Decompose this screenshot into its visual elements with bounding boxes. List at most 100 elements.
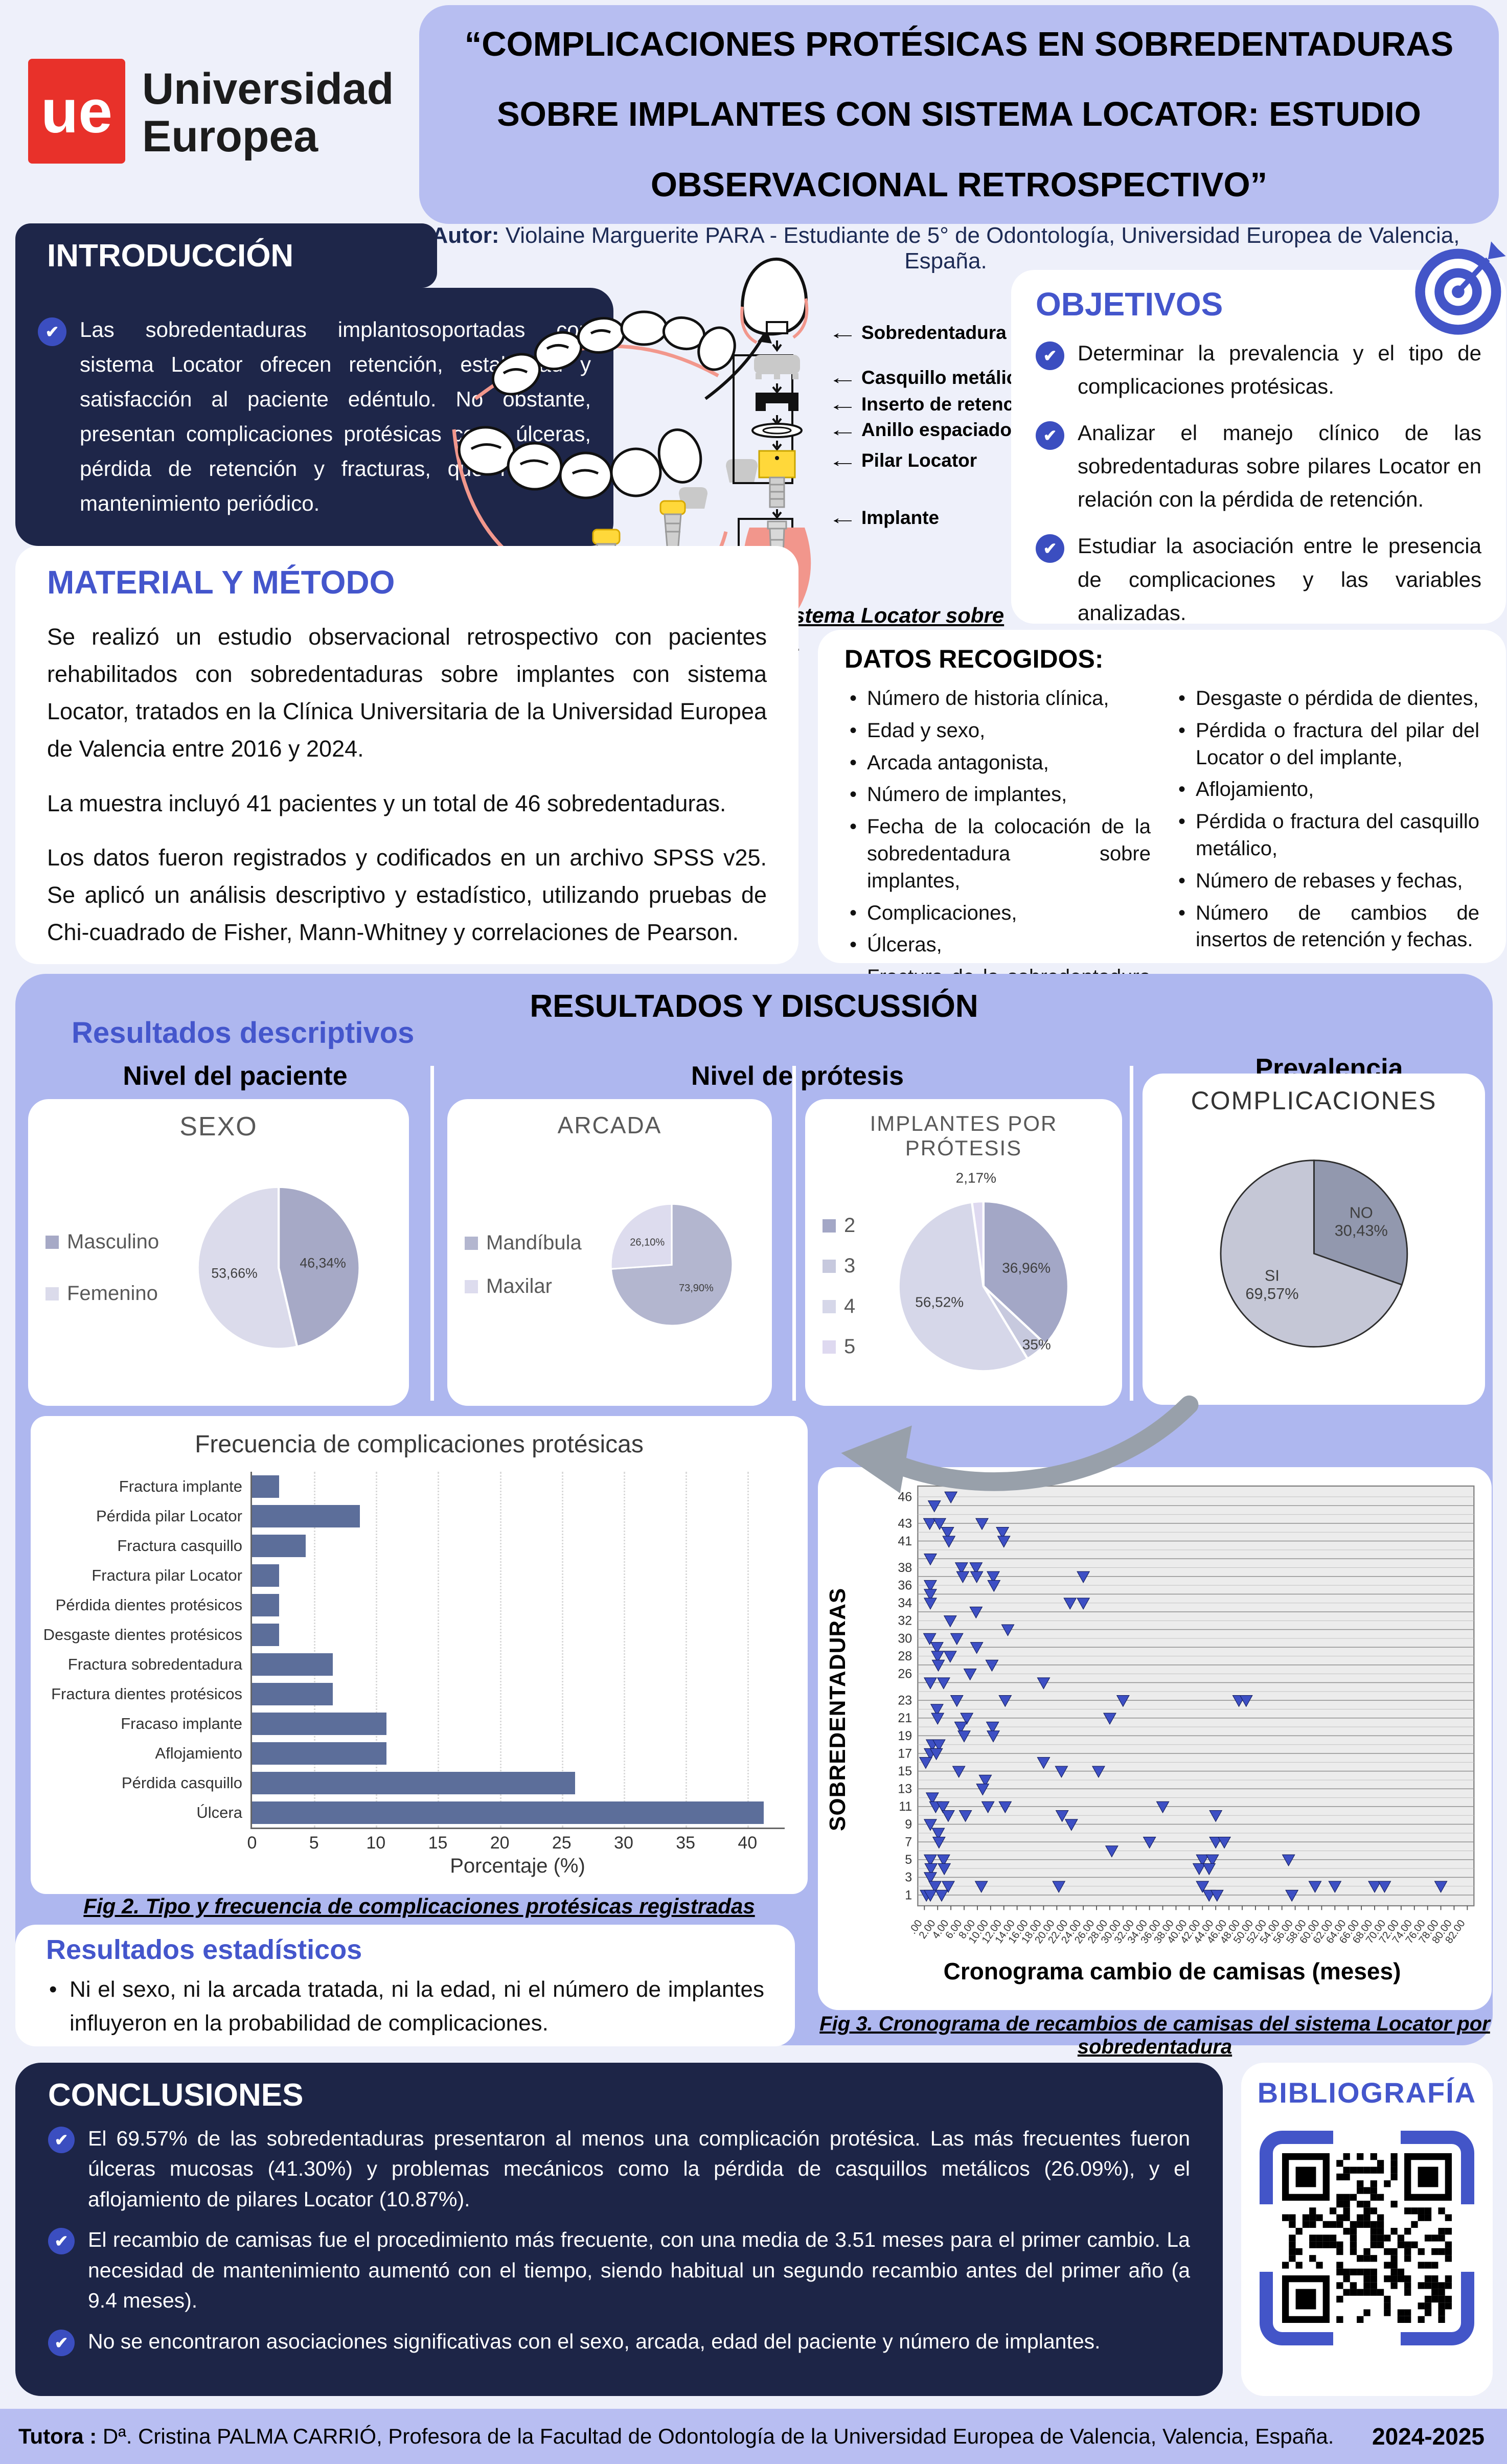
scatter-point [931,1651,945,1663]
bar-category-label: Fracaso implante [121,1715,242,1732]
estadisticos-bullet: Ni el sexo, ni la arcada tratada, ni la … [46,1973,764,2040]
scatter-point [941,1810,955,1822]
scatter-point [1202,1863,1216,1876]
arcada-legend: Mandíbula Maxilar [458,1139,582,1390]
scatter-point [942,1536,956,1548]
qr-code-image [1282,2153,1452,2323]
objetivos-card: OBJETIVOS Determinar la prevalencia y el… [1011,270,1506,625]
scatter-point [1285,1889,1299,1902]
svg-text:1: 1 [905,1888,912,1902]
bar-category-label: Úlcera [196,1804,242,1821]
divider [1130,1066,1133,1401]
arrow-left-icon: ← [827,394,858,415]
bar-category-label: Pérdida dientes protésicos [55,1596,242,1614]
scatter-point [927,1500,941,1513]
scatter-point [963,1669,977,1681]
section-title-bibliografia: BIBLIOGRAFÍA [1257,2077,1477,2109]
scatter-point [923,1580,937,1592]
poster-title: “COMPLICACIONES PROTÉSICAS EN SOBREDENTA… [464,25,1454,204]
svg-text:23: 23 [898,1694,912,1708]
scatter-point [986,1721,999,1734]
qr-bracket [1260,2131,1333,2204]
scatter-point [1055,1810,1069,1822]
bar [252,1801,764,1824]
scatter-point [1368,1881,1382,1893]
scatter-point [987,1571,1000,1583]
scatter-point [1001,1624,1015,1636]
scatter-point [936,1801,950,1814]
svg-text:17: 17 [898,1746,912,1761]
scatter-point [1116,1695,1130,1707]
bar-category-label: Fractura sobredentadura [67,1655,242,1673]
divider [792,1066,796,1401]
scatter-point [975,1518,989,1531]
bar-x-tick: 40 [738,1833,758,1853]
sexo-pie-card: SEXO Masculino Femenino 46,34% 53,66% [28,1099,409,1406]
camisas-scatter-svg: 135791113151719212326283032343638414346.… [898,1485,1475,1946]
author-text: Violaine Marguerite PARA - Estudiante de… [499,223,1460,273]
datos-item: Edad y sexo, [844,717,1151,744]
scatter-point [1037,1757,1051,1769]
logo-line2: Europea [142,111,318,161]
scatter-point [1103,1713,1116,1725]
fig1-label-casquillo: ← Casquillo metálico [827,367,1029,388]
logo-line1: Universidad [142,64,394,113]
svg-text:26,10%: 26,10% [630,1237,665,1248]
arrow-left-icon: ← [827,507,858,528]
introduccion-text: Las sobredentaduras implantosoportadas c… [80,317,591,516]
ue-logo-icon: ue [28,59,125,164]
bar-category-label: Fractura casquillo [117,1537,242,1555]
scatter-point [1209,1836,1223,1849]
svg-text:13: 13 [898,1782,912,1796]
bar [252,1624,279,1646]
scatter-point [923,1819,937,1831]
datos-recogidos-card: DATOS RECOGIDOS: Número de historia clín… [818,630,1506,1015]
objetivo-item: Analizar el manejo clínico de las sobred… [1078,421,1481,512]
scatter-point [928,1881,942,1893]
bar-plot-area [250,1472,785,1829]
section-title-objetivos: OBJETIVOS [1036,286,1223,323]
scatter-point [974,1881,988,1893]
author-line: Autor: Violaine Marguerite PARA - Estudi… [394,223,1498,274]
svg-text:11: 11 [899,1799,912,1814]
section-title-conclusiones: CONCLUSIONES [48,2078,304,2113]
material-paragraph: Los datos fueron registrados y codificad… [47,845,767,946]
bar-category-label: Fractura dientes protésicos [51,1685,242,1703]
fig2-bar-chart-card: Frecuencia de complicaciones protésicas … [31,1416,808,1894]
scatter-point [1308,1881,1322,1893]
section-title-resultados: RESULTADOS Y DISCUSSIÓN [530,989,978,1024]
scatter-point [987,1580,1001,1592]
scatter-point [1282,1854,1295,1866]
legend-item: Femenino [45,1282,159,1305]
tutor-text: Dª. Cristina PALMA CARRIÓ, Profesora de … [97,2424,1334,2448]
legend-swatch [45,1287,59,1301]
implantes-legend: 2 3 4 5 [815,1160,855,1412]
scatter-point [1063,1598,1077,1610]
scatter-point [1210,1889,1224,1902]
section-title-introduccion: INTRODUCCIÓN [15,223,437,288]
fig1-label-anillo: ← Anillo espaciador [827,419,1019,440]
divider [430,1066,434,1401]
scatter-point [930,1704,944,1716]
datos-item: Pérdida o fractura del casquillo metálic… [1173,808,1479,862]
resultados-descriptivos-title: Resultados descriptivos [72,1016,415,1050]
bar [252,1475,279,1498]
qr-code [1260,2131,1474,2345]
svg-text:21: 21 [898,1711,912,1725]
scatter-point [1143,1836,1156,1849]
bar-category-label: Aflojamiento [155,1744,242,1762]
scatter-point [923,1677,937,1690]
scatter-point [1209,1810,1223,1822]
qr-bracket [1260,2272,1333,2345]
scatter-point [932,1836,946,1849]
material-paragraph: Se realizó un estudio observacional retr… [47,624,767,762]
scatter-point [1378,1881,1391,1893]
check-icon [48,2228,75,2255]
scatter-point [1105,1845,1118,1858]
sexo-pie: 46,34% 53,66% [159,1142,399,1394]
check-icon [1036,341,1064,370]
sexo-pie-title: SEXO [179,1112,258,1142]
scatter-point [943,1615,957,1628]
footer-bar: Tutora : Dª. Cristina PALMA CARRIÓ, Prof… [0,2409,1507,2464]
